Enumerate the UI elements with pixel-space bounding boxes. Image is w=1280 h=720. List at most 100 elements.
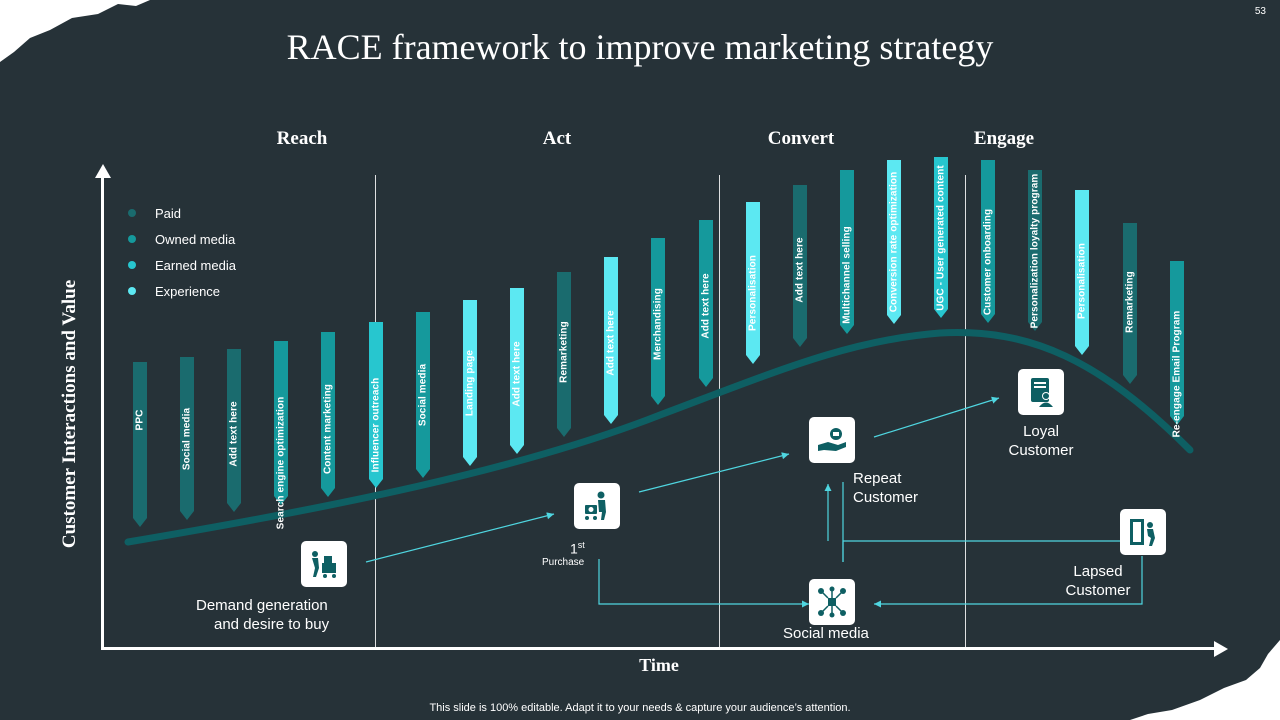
repeat-label-line2: Customer	[853, 489, 919, 506]
slide-number: 53	[1254, 6, 1266, 17]
ribbon-bar-label: Landing page	[464, 349, 476, 417]
purchase-number: 1st	[570, 536, 585, 559]
demand-label: Demand generation and desire to buy	[196, 596, 329, 634]
ribbon-bar-label: Social media	[417, 363, 429, 427]
legend-dot-icon	[128, 235, 136, 243]
legend-item-owned: Owned media	[128, 226, 236, 252]
ribbon-bar	[746, 202, 760, 364]
phase-convert: Convert	[767, 128, 835, 149]
hand-money-icon	[809, 417, 855, 463]
ribbon-bar-label: PPC	[134, 409, 146, 431]
ribbon-bar	[887, 160, 901, 324]
ribbon-bar	[934, 157, 948, 318]
ribbon-bar	[557, 272, 571, 437]
x-axis-arrow-icon	[1214, 641, 1228, 657]
network-icon	[809, 579, 855, 625]
ribbon-bar-label: Add text here	[605, 310, 617, 376]
lapsed-label-line2: Customer	[1065, 582, 1131, 599]
ribbon-bar-label: Add text here	[511, 341, 523, 407]
lapsed-customer-label: Lapsed Customer	[1062, 562, 1134, 600]
ribbon-bar	[463, 300, 477, 466]
legend-item-earned: Earned media	[128, 252, 236, 278]
flow-arrow	[598, 559, 809, 608]
badge-person-icon	[1018, 369, 1064, 415]
flow-arrow	[873, 396, 1000, 438]
ribbon-bar-label: Multichannel selling	[841, 226, 853, 324]
ribbon-bar-label: Personalisation	[1076, 243, 1088, 320]
ribbon-bar	[1075, 190, 1089, 355]
demand-label-line2: and desire to buy	[214, 616, 330, 633]
legend-dot-icon	[128, 209, 136, 217]
lapsed-label-line1: Lapsed	[1073, 563, 1123, 580]
ribbon-bar-label: Search engine optimization	[275, 396, 287, 530]
x-axis-label: Time	[639, 655, 679, 675]
torn-paper-bottom-right	[1130, 640, 1280, 720]
ribbon-bar	[180, 357, 194, 520]
legend: Paid Owned media Earned media Experience	[128, 200, 236, 304]
ribbon-bar-label: Influencer outreach	[370, 377, 382, 473]
legend-label: Experience	[155, 283, 221, 299]
exit-door-icon	[1120, 509, 1166, 555]
phase-divider	[719, 175, 720, 647]
torn-paper-top-left	[0, 0, 150, 62]
flow-arrow	[638, 452, 790, 493]
ribbon-bar-label: Personalization loyalty program	[1029, 173, 1041, 328]
phase-reach: Reach	[276, 128, 328, 149]
legend-item-experience: Experience	[128, 278, 236, 304]
repeat-customer-label: Repeat Customer	[853, 469, 918, 507]
ribbon-bar-label: Add text here	[700, 273, 712, 339]
ribbon-bar	[274, 341, 288, 505]
ribbon-bar	[321, 332, 335, 497]
legend-label: Paid	[155, 205, 182, 221]
ribbon-bar	[510, 288, 524, 454]
shopping-cart-icon	[301, 541, 347, 587]
shopper-cart-icon	[574, 483, 620, 529]
x-axis	[101, 647, 1216, 650]
footer-note: This slide is 100% editable. Adapt it to…	[429, 702, 851, 714]
y-axis-arrow-icon	[95, 164, 111, 178]
phase-engage: Engage	[973, 128, 1035, 149]
phase-divider	[965, 175, 966, 647]
ribbon-bar-label: Customer onboarding	[982, 208, 994, 316]
phase-act: Act	[542, 128, 572, 149]
legend-dot-icon	[128, 287, 136, 295]
value-curve	[124, 329, 1194, 546]
y-axis	[101, 178, 104, 650]
demand-label-line1: Demand generation	[196, 597, 328, 614]
ribbon-bar	[604, 257, 618, 424]
ribbon-bar-label: UGC - User generated content	[935, 164, 947, 311]
ribbon-bar	[840, 170, 854, 334]
ribbon-bar	[699, 220, 713, 387]
flow-arrow	[874, 556, 1143, 608]
repeat-label-line1: Repeat	[853, 470, 902, 487]
ribbon-bar-label: Remarketing	[558, 321, 570, 383]
loyal-label-line1: Loyal	[1023, 423, 1059, 440]
ribbon-bar	[981, 160, 995, 323]
loyal-customer-label: Loyal Customer	[1007, 422, 1075, 460]
loyal-label-line2: Customer	[1008, 442, 1074, 459]
ribbon-bar	[793, 185, 807, 347]
ribbon-bar	[1170, 261, 1184, 425]
legend-label: Earned media	[155, 257, 236, 273]
flow-arrow	[365, 512, 555, 563]
ribbon-bar-label: Re-engage Email Program	[1171, 310, 1183, 438]
ribbon-bar-label: Add text here	[794, 237, 806, 303]
ribbon-bar	[1123, 223, 1137, 384]
ribbon-bar	[1028, 170, 1042, 331]
ribbon-bar-label: Conversion rate optimization	[888, 171, 900, 313]
ribbon-bar	[651, 238, 665, 405]
ribbon-bar	[369, 322, 383, 488]
ribbon-bar-label: Personalisation	[747, 254, 759, 331]
ribbon-bar	[227, 349, 241, 512]
ribbon-bar	[416, 312, 430, 478]
slide-title: RACE framework to improve marketing stra…	[286, 27, 994, 67]
legend-item-paid: Paid	[128, 200, 236, 226]
ribbon-bar-label: Remarketing	[1124, 271, 1136, 333]
ribbon-bar-label: Content marketing	[322, 383, 334, 474]
ribbon-bar-label: Add text here	[228, 401, 240, 467]
purchase-number-value: 1	[570, 540, 578, 557]
purchase-label: Purchase	[542, 557, 585, 568]
flow-arrow	[842, 540, 1120, 562]
ribbon-bar-label: Social media	[181, 408, 193, 471]
